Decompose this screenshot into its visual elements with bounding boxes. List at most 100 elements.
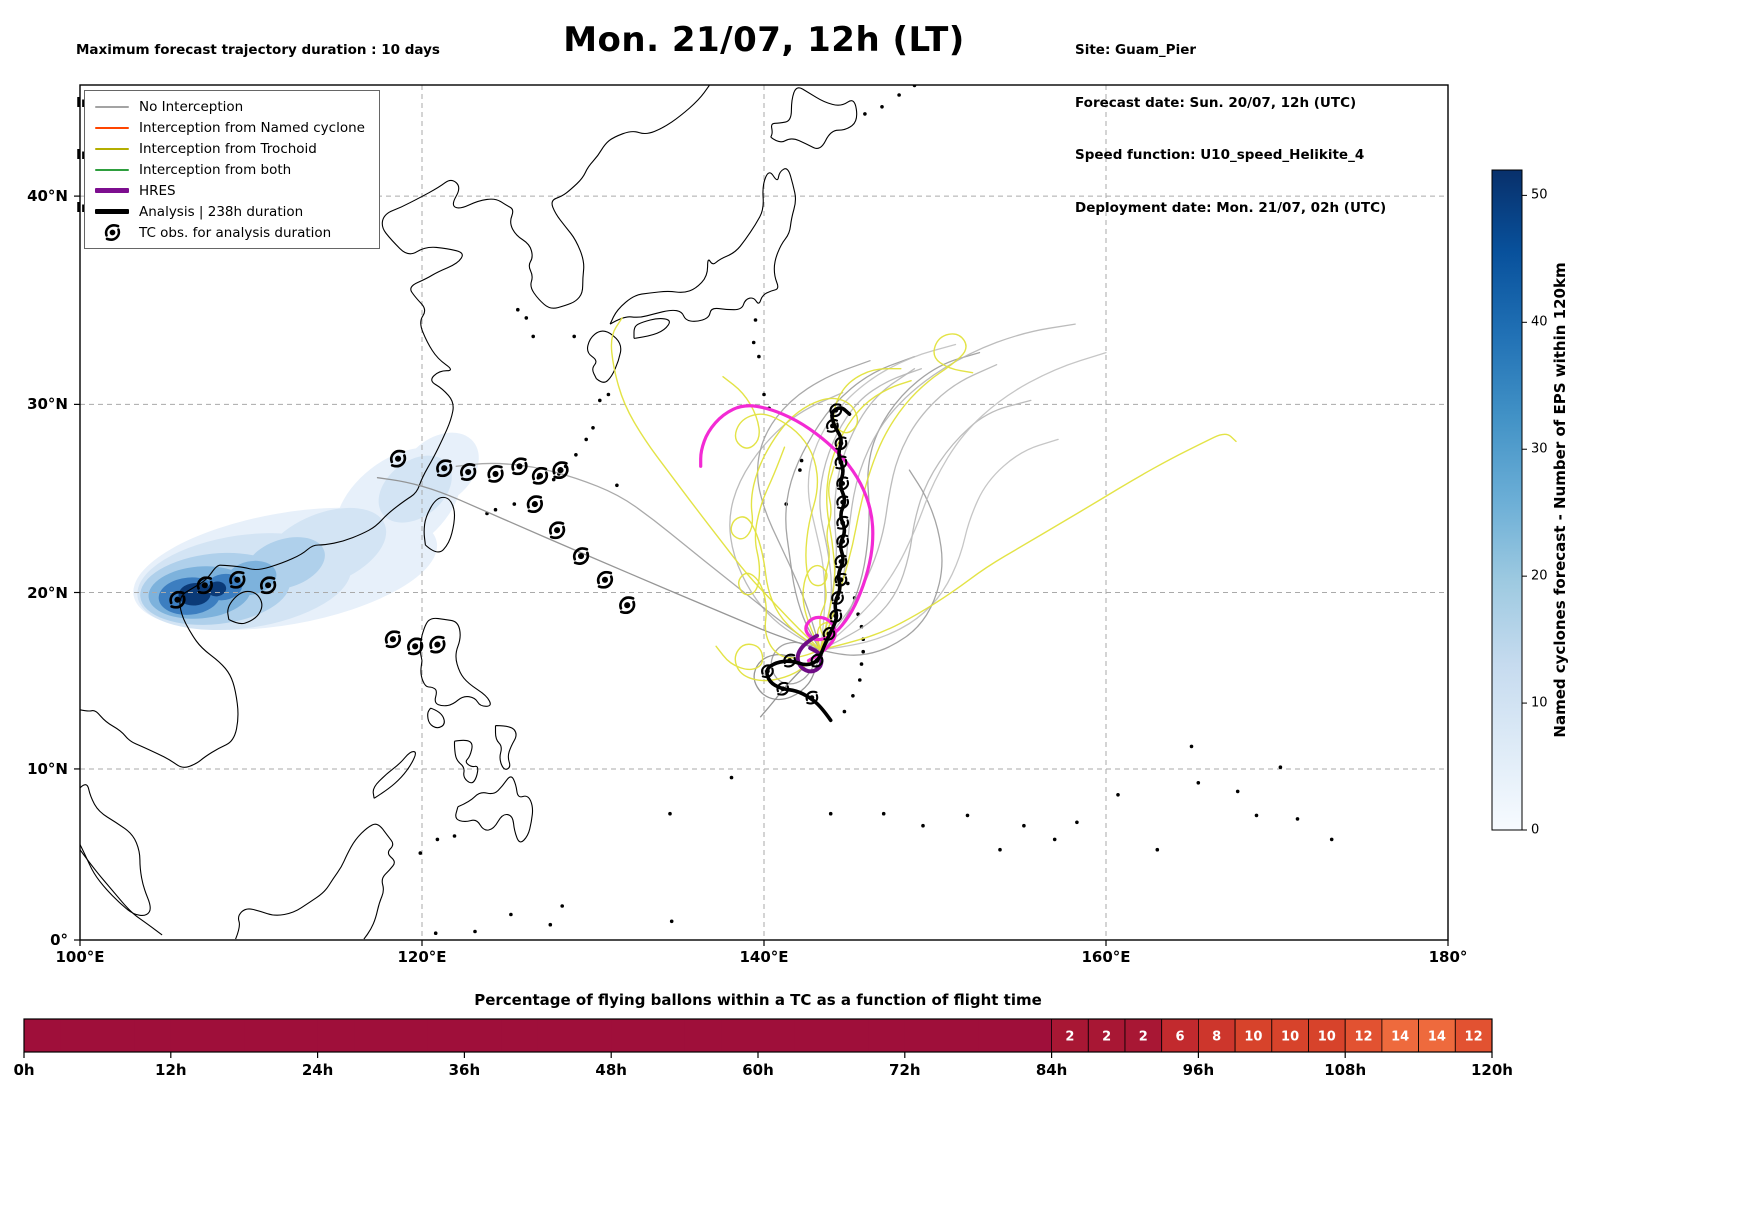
bottom-chart-title: Percentage of flying ballons within a TC…: [474, 991, 1042, 1009]
trochoid-member: [610, 317, 822, 651]
island-dot: [880, 105, 884, 109]
y-tick-label: 0°: [50, 931, 68, 949]
hour-tick-label: 72h: [889, 1061, 921, 1079]
island-dot: [516, 307, 520, 312]
legend-line-sample: [95, 168, 129, 171]
flight-time-cell: [1014, 1019, 1052, 1052]
flight-time-cell: [1271, 1018, 1309, 1053]
flight-time-cell: [721, 1019, 759, 1052]
legend-item-label: HRES: [139, 182, 176, 199]
coastline: [455, 776, 534, 843]
island-dot: [753, 318, 758, 322]
island-dot: [861, 649, 865, 654]
flight-time-cell: [1051, 1018, 1089, 1053]
coastline: [419, 617, 491, 707]
island-dot: [881, 811, 886, 816]
flight-time-value: 2: [1102, 1030, 1111, 1045]
colorbar-tick-label: 30: [1531, 441, 1548, 457]
tc-obs-icon: [95, 224, 129, 241]
flight-time-cell: [1418, 1018, 1456, 1053]
flight-time-cell: [758, 1019, 796, 1052]
trajectory-tracks: [376, 317, 1237, 723]
hour-tick-label: 84h: [1035, 1061, 1068, 1079]
island-dot: [897, 93, 901, 97]
tc-obs-icon: [429, 635, 446, 654]
colorbar-tick-label: 0: [1531, 822, 1540, 838]
flight-time-cell: [574, 1019, 612, 1052]
eps-member: [819, 351, 981, 651]
site-line: Forecast date: Sun. 20/07, 12h (UTC): [1075, 94, 1357, 111]
x-tick-label: 160°E: [1081, 948, 1131, 966]
eps-density-shading: [133, 432, 479, 631]
legend-item: No Interception: [95, 96, 365, 117]
island-dot: [509, 912, 513, 917]
island-dot: [1278, 765, 1283, 769]
coastline: [80, 784, 151, 916]
colorbar-tick-label: 20: [1531, 568, 1548, 584]
island-dot: [798, 468, 802, 472]
tc-obs-icon: [531, 466, 549, 485]
island-dot: [548, 922, 553, 927]
tc-obs-icon: [548, 521, 566, 540]
flight-time-cell: [537, 1019, 575, 1052]
site-line: Speed function: U10_speed_Helikite_4: [1075, 147, 1365, 163]
flight-time-value: 10: [1318, 1030, 1336, 1045]
island-dot: [729, 775, 734, 780]
coastline: [427, 707, 445, 729]
island-dot: [418, 851, 423, 855]
island-dot: [842, 709, 847, 714]
flight-time-cell: [794, 1019, 832, 1052]
eps-member: [819, 351, 1107, 651]
coastline: [633, 318, 670, 339]
flight-time-value: 14: [1391, 1030, 1409, 1045]
tc-obs-icon: [572, 547, 590, 565]
eps-member: [819, 438, 1059, 651]
island-dot: [1196, 781, 1201, 785]
flight-time-cell: [391, 1019, 429, 1052]
site-info: Site: Guam_Pier Forecast date: Sun. 20/0…: [1075, 7, 1386, 252]
flight-time-cell: [611, 1019, 649, 1052]
colorbar-tick-label: 40: [1531, 314, 1548, 330]
hour-tick-label: 120h: [1471, 1061, 1513, 1079]
island-dot: [851, 694, 855, 698]
island-dot: [615, 483, 619, 488]
flight-time-cell: [941, 1019, 979, 1052]
page-title: Mon. 21/07, 12h (LT): [563, 20, 965, 60]
eps-member: [819, 469, 943, 656]
trochoid-member: [819, 433, 1237, 651]
island-dot: [1022, 823, 1026, 828]
hour-tick-label: 96h: [1182, 1061, 1215, 1079]
trochoid-member: [715, 643, 822, 682]
coastline: [494, 725, 517, 770]
tc-obs-icon: [487, 465, 504, 483]
flight-time-cell: [60, 1019, 98, 1052]
legend: No Interception Interception from Named c…: [84, 90, 380, 249]
legend-item: Interception from both: [95, 159, 365, 180]
legend-line-sample: [95, 126, 129, 129]
island-dot: [584, 437, 588, 442]
coastline: [453, 739, 479, 784]
flight-time-value: 12: [1465, 1030, 1483, 1045]
trochoid-member: [737, 446, 822, 659]
named-cyclone-track: [699, 404, 875, 663]
site-line: Site: Guam_Pier: [1075, 42, 1197, 58]
island-dot: [1155, 847, 1160, 852]
island-dot: [493, 507, 498, 512]
legend-item-label: Interception from both: [139, 161, 292, 178]
coastline: [80, 85, 710, 768]
island-dot: [572, 334, 576, 339]
flight-time-cell: [24, 1019, 62, 1052]
x-tick-label: 140°E: [739, 948, 789, 966]
eps-member: [807, 343, 957, 651]
island-dot: [863, 112, 867, 116]
island-dot: [452, 834, 457, 838]
legend-line-sample: [95, 147, 129, 150]
flight-time-cell: [317, 1019, 355, 1052]
island-dot: [859, 662, 864, 666]
flight-time-cell: [97, 1019, 135, 1052]
trochoid-member: [730, 368, 902, 651]
colorbar-label: Named cyclones forecast - Number of EPS …: [1551, 262, 1569, 738]
island-dot: [965, 813, 970, 818]
